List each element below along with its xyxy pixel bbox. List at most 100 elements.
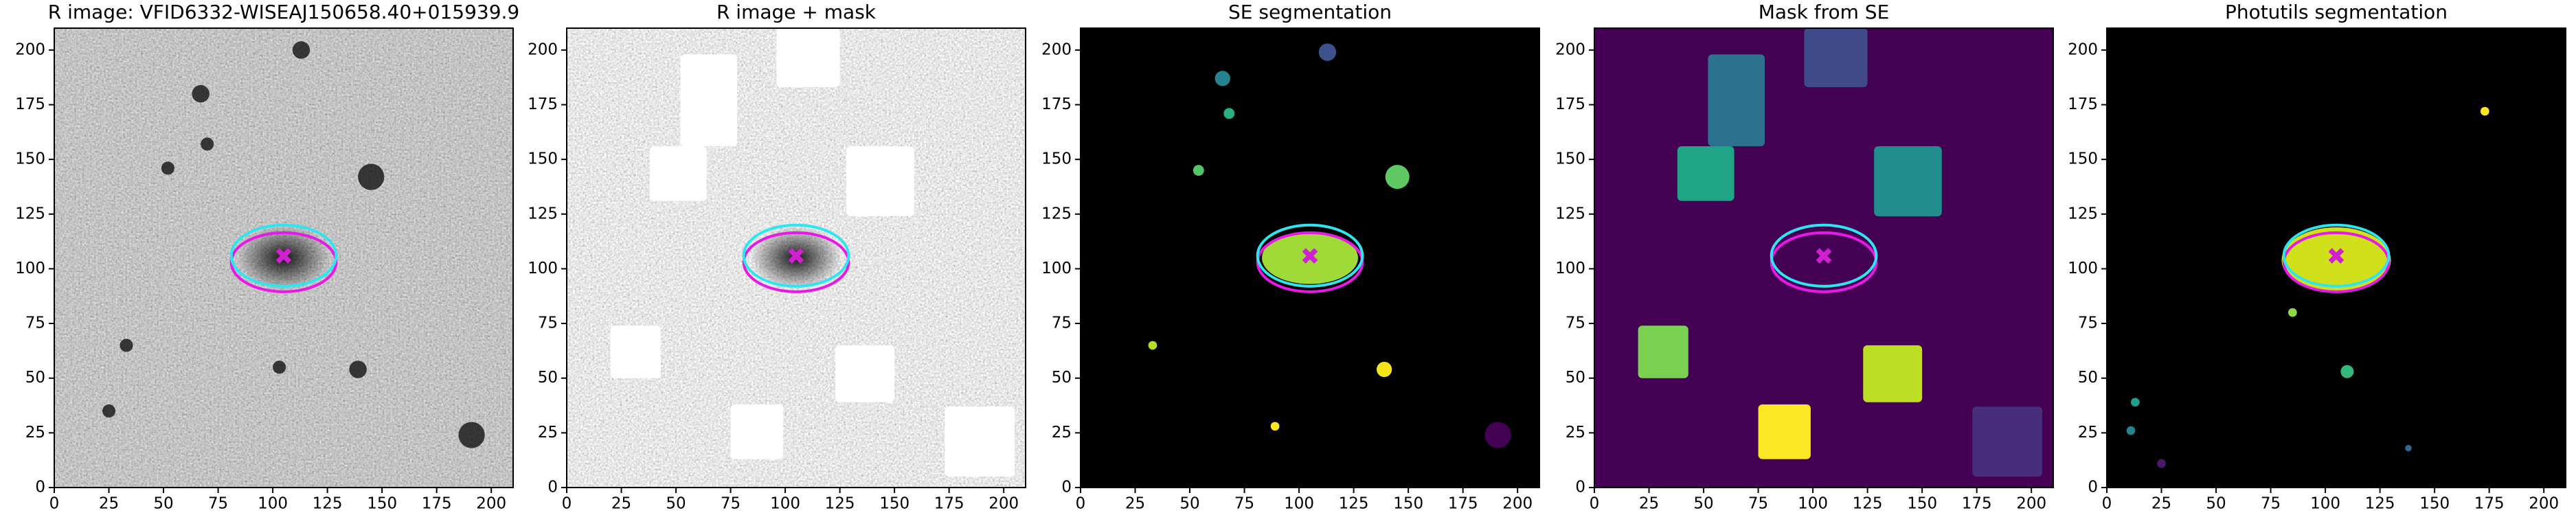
x-tick-label: 25 <box>2151 495 2171 513</box>
x-tick-label: 0 <box>1076 495 1086 513</box>
ellipse-cyan <box>1256 223 1364 288</box>
star <box>120 339 133 352</box>
mask <box>1677 146 1735 201</box>
axes-frame <box>2106 27 2566 488</box>
segment <box>2288 308 2297 317</box>
marker: ✖ <box>2327 243 2347 271</box>
star <box>349 360 367 378</box>
x-tick-label: 100 <box>258 495 288 513</box>
marker: ✖ <box>787 243 806 271</box>
x-tick-label: 50 <box>1179 495 1199 513</box>
x-tick-label: 125 <box>1339 495 1369 513</box>
y-tick-label: 75 <box>1566 314 1585 332</box>
x-tick-label: 100 <box>2310 495 2340 513</box>
y-tick-label: 175 <box>1555 95 1585 113</box>
y-tick-label: 175 <box>1041 95 1072 113</box>
x-tick-label: 150 <box>1393 495 1423 513</box>
y-tick-label: 200 <box>1555 41 1585 58</box>
segment <box>2480 106 2489 116</box>
y-tick-label: 25 <box>1052 424 1072 442</box>
x-tick-label: 25 <box>1639 495 1659 513</box>
mask <box>649 146 707 201</box>
y-tick-label: 25 <box>25 424 45 442</box>
mask <box>776 28 840 88</box>
mask <box>1758 404 1811 459</box>
mask <box>1972 407 2043 477</box>
y-tick-label: 50 <box>25 369 45 387</box>
marker: ✖ <box>1300 243 1320 271</box>
y-tick-label: 125 <box>2068 205 2098 222</box>
star <box>161 161 174 175</box>
axes-frame <box>54 27 514 488</box>
x-tick-label: 150 <box>879 495 909 513</box>
star <box>292 41 310 59</box>
panel: ✖ Photutils segmentation 0 25 50 75 100 125 150 1… <box>2068 1 2566 513</box>
x-tick-label: 150 <box>2419 495 2450 513</box>
segment <box>1484 422 1511 448</box>
mask <box>1874 146 1942 216</box>
x-tick-label: 175 <box>1448 495 1478 513</box>
y-tick-label: 0 <box>547 479 558 496</box>
x-tick-label: 100 <box>770 495 800 513</box>
y-tick-label: 125 <box>15 205 45 222</box>
image <box>2107 28 2566 488</box>
x-tick-label: 75 <box>208 495 228 513</box>
y-tick-label: 100 <box>15 260 45 277</box>
panel-title: Photutils segmentation <box>2225 1 2448 23</box>
panel: ✖ Mask from SE 0 25 50 75 100 125 150 175 200 0 25 50… <box>1555 1 2054 513</box>
y-tick-label: 200 <box>2068 41 2098 58</box>
panel-title: R image + mask <box>716 1 877 23</box>
x-tick-label: 0 <box>1590 495 1600 513</box>
star <box>358 163 385 190</box>
x-tick-label: 125 <box>1853 495 1883 513</box>
y-tick-label: 100 <box>528 260 558 277</box>
image <box>567 28 1026 488</box>
panel: ✖ SE segmentation 0 25 50 75 100 125 150 175 200 0 2… <box>1041 1 1540 513</box>
y-tick-label: 75 <box>2078 314 2098 332</box>
y-tick-label: 150 <box>528 150 558 168</box>
segment <box>2126 426 2136 435</box>
x-tick-label: 50 <box>1693 495 1713 513</box>
y-tick-label: 0 <box>2088 479 2098 496</box>
x-tick-label: 75 <box>721 495 741 513</box>
y-tick-label: 50 <box>2078 369 2098 387</box>
x-tick-label: 75 <box>2261 495 2281 513</box>
panel: ✖ R image + mask 0 25 50 75 100 125 150 175 200 0 25… <box>528 1 1026 513</box>
y-tick-label: 150 <box>2068 150 2098 168</box>
y-tick-label: 0 <box>35 479 45 496</box>
y-tick-label: 125 <box>528 205 558 222</box>
y-tick-label: 75 <box>538 314 558 332</box>
panel-title: Mask from SE <box>1759 1 1890 23</box>
segment <box>2340 365 2354 378</box>
y-tick-label: 150 <box>15 150 45 168</box>
y-tick-label: 150 <box>1041 150 1072 168</box>
y-tick-label: 25 <box>2078 424 2098 442</box>
x-tick-label: 175 <box>2474 495 2505 513</box>
image <box>1081 28 1539 488</box>
mask <box>846 146 914 216</box>
axes-frame <box>1080 27 1540 488</box>
marker: ✖ <box>274 243 294 271</box>
x-tick-label: 50 <box>153 495 173 513</box>
x-tick-label: 125 <box>825 495 855 513</box>
y-tick-label: 200 <box>15 41 45 58</box>
mask <box>1708 54 1765 147</box>
star <box>192 84 210 103</box>
x-tick-label: 100 <box>1798 495 1828 513</box>
x-tick-label: 75 <box>1748 495 1768 513</box>
panel-title: SE segmentation <box>1228 1 1392 23</box>
image <box>1594 28 2053 488</box>
star <box>201 137 214 151</box>
x-tick-label: 200 <box>988 495 1019 513</box>
x-tick-label: 75 <box>1234 495 1254 513</box>
segment <box>1148 341 1157 350</box>
y-tick-label: 75 <box>25 314 45 332</box>
y-tick-label: 0 <box>1061 479 1072 496</box>
panel: ✖ R image: VFID6332-WISEAJ150658.40+01593… <box>15 1 519 513</box>
x-tick-label: 175 <box>934 495 964 513</box>
axes-frame <box>1594 27 2054 488</box>
mask <box>1638 325 1688 378</box>
x-tick-label: 25 <box>611 495 631 513</box>
x-tick-label: 125 <box>313 495 343 513</box>
segment <box>1270 422 1280 431</box>
